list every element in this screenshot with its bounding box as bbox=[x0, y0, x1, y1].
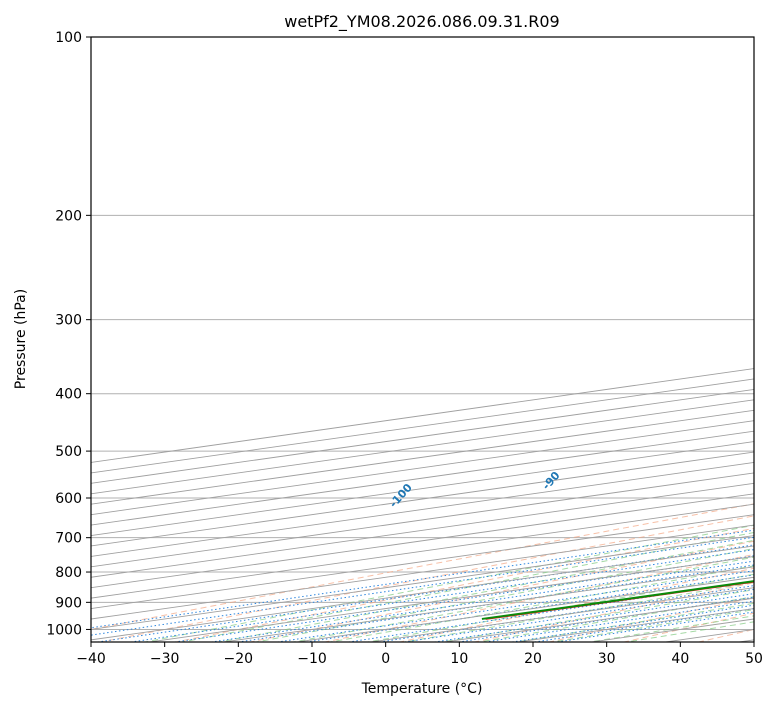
x-tick-label: −10 bbox=[297, 651, 327, 667]
y-tick-label: 100 bbox=[55, 30, 82, 46]
moist-adiabat-line bbox=[401, 581, 754, 642]
skewed-isotherm bbox=[91, 462, 754, 557]
x-tick-label: 0 bbox=[381, 651, 390, 667]
mixing-ratio-line bbox=[274, 570, 754, 642]
x-tick-label: −20 bbox=[224, 651, 254, 667]
y-tick-label: 300 bbox=[55, 313, 82, 329]
skewed-isotherm bbox=[91, 535, 754, 630]
y-tick-label: 400 bbox=[55, 387, 82, 403]
dry-adiabat-line bbox=[248, 540, 754, 642]
x-tick-label: 30 bbox=[598, 651, 616, 667]
x-tick-label: 20 bbox=[524, 651, 542, 667]
dry-adiabat-line bbox=[397, 567, 754, 642]
mixing-ratio-line bbox=[554, 611, 754, 642]
dry-adiabat-line bbox=[91, 503, 754, 630]
y-tick-label: 700 bbox=[55, 531, 82, 547]
dry-adiabat-line bbox=[472, 582, 754, 642]
dry-adiabat-line bbox=[763, 24, 775, 645]
dry-adiabats bbox=[91, 24, 775, 645]
y-tick-label: 600 bbox=[55, 491, 82, 507]
x-tick-label: −40 bbox=[76, 651, 106, 667]
mixing-ratio-line bbox=[235, 564, 754, 642]
skewed-isotherm bbox=[91, 524, 754, 620]
x-axis-label: Temperature (°C) bbox=[361, 681, 483, 697]
moist-adiabat-line bbox=[216, 539, 754, 642]
y-tick-label: 900 bbox=[55, 595, 82, 611]
mixing-ratio-line bbox=[91, 536, 754, 636]
skewed-isotherm bbox=[91, 472, 754, 568]
moist-adiabat-label: 40 bbox=[773, 602, 775, 622]
moist-adiabat-line bbox=[179, 532, 754, 642]
skewed-isotherm bbox=[91, 514, 754, 610]
y-tick-label: 1000 bbox=[46, 622, 82, 638]
skewed-isotherm bbox=[91, 451, 754, 547]
x-tick-label: −30 bbox=[150, 651, 180, 667]
skewed-isotherm bbox=[91, 482, 754, 578]
plot-frame bbox=[90, 36, 755, 643]
y-tick-label: 800 bbox=[55, 565, 82, 581]
mixing-ratio-line bbox=[208, 560, 754, 642]
skewed-isotherm bbox=[91, 503, 754, 599]
skewed-isotherm bbox=[91, 493, 754, 589]
chart-title: wetPf2_YM08.2026.086.09.31.R09 bbox=[284, 12, 559, 32]
x-tick-label: 50 bbox=[745, 651, 763, 667]
axes: −40 −30 −20 −10 0 10 20 30 40 50 100 200 300 400 500 60… bbox=[46, 30, 763, 667]
moist-adiabat-line bbox=[142, 524, 754, 642]
mixing-ratio-line bbox=[127, 549, 754, 642]
skewed-isotherms bbox=[91, 368, 754, 642]
y-tick-label: 500 bbox=[55, 444, 82, 460]
y-tick-label: 200 bbox=[55, 208, 82, 224]
moist-adiabat-line bbox=[327, 565, 754, 642]
y-axis-label: Pressure (hPa) bbox=[13, 289, 29, 389]
x-tick-label: 10 bbox=[450, 651, 468, 667]
x-tick-label: 40 bbox=[671, 651, 689, 667]
dry-adiabat-line bbox=[173, 527, 754, 642]
mixing-ratio-line bbox=[531, 608, 754, 642]
